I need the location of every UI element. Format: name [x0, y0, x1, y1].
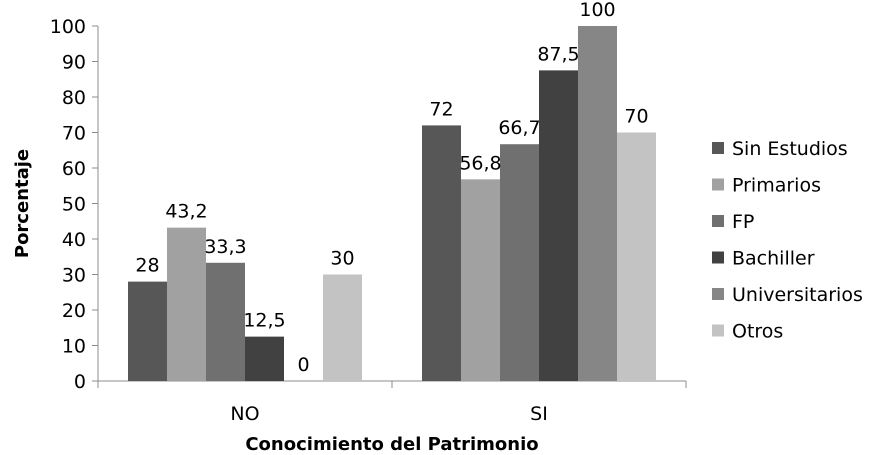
- x-axis-title: Conocimiento del Patrimonio: [245, 434, 538, 455]
- data-label: 12,5: [243, 310, 285, 332]
- y-tick-label: 60: [62, 158, 86, 180]
- data-label: 72: [429, 98, 453, 120]
- legend-label: Universitarios: [732, 284, 863, 306]
- y-axis: 0 10 20 30 40 50 60 70 80 90 100: [50, 16, 99, 393]
- x-tick-label: SI: [530, 403, 548, 425]
- bar: [578, 26, 617, 381]
- data-label: 100: [579, 0, 615, 21]
- x-axis: NO SI: [97, 380, 687, 425]
- data-label: 56,8: [459, 152, 501, 174]
- bar: [539, 70, 578, 381]
- legend-swatch: [712, 142, 724, 154]
- data-label: 66,7: [498, 117, 540, 139]
- bars: [128, 26, 656, 382]
- legend: Sin Estudios Primarios FP Bachiller Universi…: [712, 138, 863, 343]
- legend-swatch: [712, 251, 724, 264]
- y-tick-label: 100: [50, 16, 86, 38]
- bar: [128, 281, 167, 381]
- bar: [422, 125, 461, 382]
- legend-swatch: [712, 215, 724, 227]
- legend-label: FP: [732, 211, 754, 233]
- data-label: 28: [135, 255, 159, 277]
- data-label: 30: [330, 248, 354, 270]
- data-label: 43,2: [165, 201, 207, 223]
- bar: [323, 274, 362, 381]
- x-tick-label: NO: [230, 403, 259, 425]
- legend-label: Otros: [732, 321, 783, 343]
- data-label: 70: [624, 106, 648, 128]
- y-axis-title: Porcentaje: [12, 149, 33, 258]
- legend-swatch: [712, 324, 724, 337]
- data-labels: 28 43,2 33,3 12,5 0 30 72 56,8 66,7 87,5 100 70: [135, 0, 648, 376]
- y-tick-label: 30: [62, 265, 86, 287]
- bar: [245, 336, 284, 381]
- data-label: 0: [297, 354, 309, 376]
- legend-swatch: [712, 288, 724, 300]
- data-label: 33,3: [204, 236, 246, 258]
- bar: [617, 132, 656, 381]
- y-tick-label: 40: [62, 229, 86, 251]
- legend-label: Primarios: [732, 175, 821, 197]
- y-tick-label: 90: [62, 52, 86, 74]
- data-label: 87,5: [537, 43, 579, 65]
- y-tick-label: 0: [74, 371, 86, 393]
- bar: [461, 179, 500, 381]
- legend-label: Sin Estudios: [732, 138, 848, 160]
- y-tick-label: 50: [62, 194, 86, 216]
- legend-swatch: [712, 178, 724, 191]
- legend-label: Bachiller: [732, 248, 815, 270]
- y-tick-label: 70: [62, 123, 86, 145]
- bar: [206, 262, 245, 381]
- y-tick-label: 20: [62, 300, 86, 322]
- y-tick-label: 10: [62, 336, 86, 358]
- bar: [167, 227, 206, 381]
- bar: [500, 144, 539, 381]
- y-tick-label: 80: [62, 87, 86, 109]
